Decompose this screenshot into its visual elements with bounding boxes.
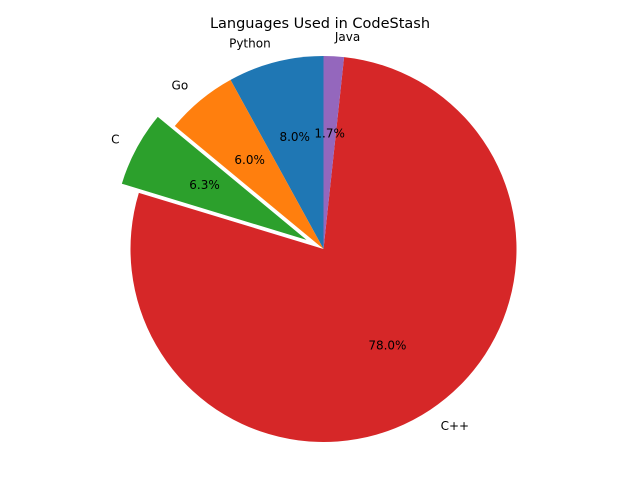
pie-label-c: C <box>111 132 119 146</box>
chart-title: Languages Used in CodeStash <box>210 16 430 32</box>
pie-label-python: Python <box>229 36 271 50</box>
pie-pct-label-python: 8.0% <box>279 130 310 144</box>
pie-slices <box>121 56 517 443</box>
pie-pct-label-go: 6.0% <box>234 153 265 167</box>
pie-label-cpp: C++ <box>441 419 470 433</box>
pie-label-go: Go <box>172 78 189 92</box>
pie-slice-python <box>230 56 324 249</box>
pie-pct-label-cpp: 78.0% <box>368 339 406 353</box>
pie-slice-go <box>174 79 324 250</box>
pie-slice-cpp <box>130 57 517 443</box>
pie-pct-label-c: 6.3% <box>189 178 220 192</box>
pie-label-java: Java <box>334 30 360 44</box>
pie-pct-label-java: 1.7% <box>314 126 345 140</box>
pie-labels: Python 8.0% Go 6.0% C 6.3% C++ 78.0% Java 1.7% <box>111 30 469 433</box>
pie-slice-c <box>121 116 307 240</box>
pie-slice-java <box>323 56 345 249</box>
